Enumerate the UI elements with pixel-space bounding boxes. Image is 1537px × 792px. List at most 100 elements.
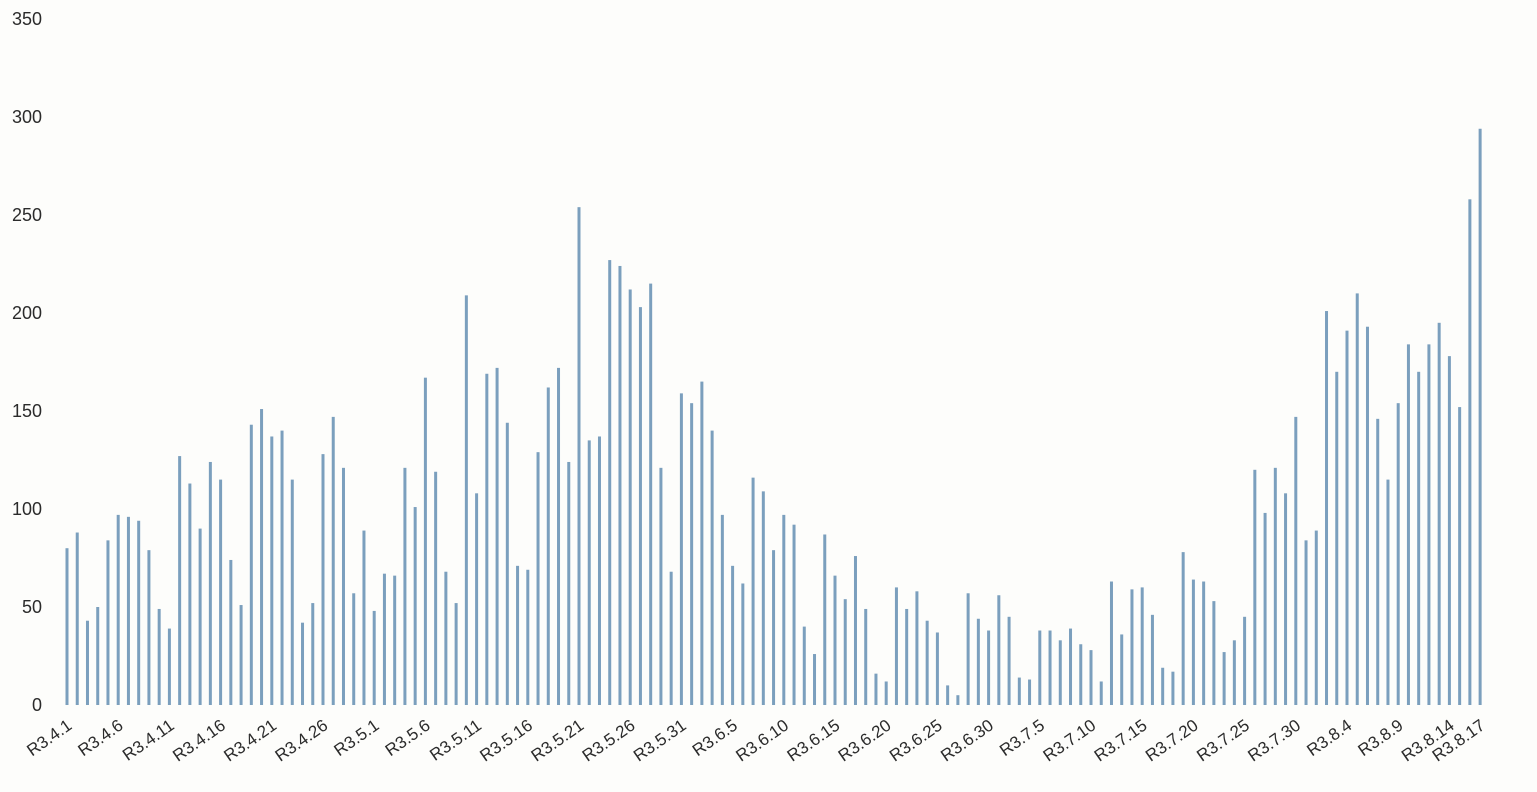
bar — [874, 673, 878, 705]
bar — [956, 695, 960, 705]
bars — [65, 128, 1482, 705]
bar — [1058, 640, 1062, 705]
x-tick-label: R3.8.9 — [1355, 716, 1407, 760]
bar — [1406, 344, 1410, 705]
bar — [505, 422, 509, 705]
bar — [659, 467, 663, 705]
bar — [1191, 579, 1195, 705]
bar — [915, 591, 919, 705]
bar — [628, 289, 632, 705]
bar — [1048, 630, 1052, 705]
bar — [280, 430, 284, 705]
bar — [925, 620, 929, 705]
bar — [341, 467, 345, 705]
bar — [1007, 616, 1011, 705]
bar — [1089, 650, 1093, 705]
bar — [1386, 479, 1390, 705]
bar — [772, 550, 776, 705]
bar — [475, 493, 479, 705]
bar — [1171, 671, 1175, 705]
bar — [1314, 530, 1318, 705]
x-tick-label: R3.7.30 — [1244, 716, 1304, 766]
bar — [301, 622, 305, 705]
bar — [1232, 640, 1236, 705]
bar — [382, 573, 386, 705]
bar — [1222, 652, 1226, 705]
bar — [464, 295, 468, 705]
bar — [557, 367, 561, 705]
y-tick-label: 200 — [12, 303, 42, 323]
bar — [1109, 581, 1113, 705]
bar — [1365, 326, 1369, 705]
x-tick-label: R3.7.25 — [1193, 716, 1253, 766]
bar — [352, 593, 356, 705]
bar — [229, 559, 233, 705]
bar — [823, 534, 827, 705]
x-tick-label: R3.6.30 — [937, 716, 997, 766]
x-tick-label: R3.5.16 — [476, 716, 536, 766]
bar — [495, 367, 499, 705]
bar — [249, 424, 253, 705]
bar — [741, 583, 745, 705]
bar — [1376, 418, 1380, 705]
bar — [751, 477, 755, 705]
bar — [700, 381, 704, 705]
bar — [669, 571, 673, 705]
bar — [1294, 416, 1298, 705]
bar — [710, 430, 714, 705]
x-tick-label: R3.7.10 — [1040, 716, 1100, 766]
x-tick-label: R3.7.5 — [996, 716, 1048, 760]
bar — [1355, 293, 1359, 705]
bar — [321, 454, 325, 705]
bar — [1447, 356, 1451, 705]
bar — [679, 393, 683, 705]
bar — [976, 618, 980, 705]
y-axis: 0 50 100 150 200 250 300 350 — [12, 9, 42, 715]
bar — [85, 620, 89, 705]
bar — [444, 571, 448, 705]
bar — [1140, 587, 1144, 705]
bar — [208, 461, 212, 705]
bar — [833, 575, 837, 705]
bar — [997, 595, 1001, 705]
bar — [813, 654, 817, 705]
x-tick-label: R3.6.10 — [732, 716, 792, 766]
bar — [884, 681, 888, 705]
y-tick-label: 300 — [12, 107, 42, 127]
bar — [1212, 601, 1216, 705]
bar — [690, 403, 694, 705]
bar — [403, 467, 407, 705]
x-tick-label: R3.5.11 — [426, 716, 485, 765]
bar — [147, 550, 151, 705]
bar — [137, 520, 141, 705]
bar — [1150, 614, 1154, 705]
bar — [75, 532, 79, 705]
x-tick-label: R3.5.1 — [331, 716, 383, 760]
bar — [393, 575, 397, 705]
bar — [782, 514, 786, 705]
x-axis: R3.4.1 R3.4.6R3.4.11R3.4.16R3.4.21R3.4.26… — [23, 716, 1488, 766]
bar — [516, 565, 520, 705]
bar — [1417, 371, 1421, 705]
bar — [864, 608, 868, 705]
bar — [157, 608, 161, 705]
bar — [290, 479, 294, 705]
bar — [1335, 371, 1339, 705]
bar — [894, 587, 898, 705]
bar — [198, 528, 202, 705]
bar — [270, 436, 274, 705]
bar — [1069, 628, 1073, 705]
bar — [597, 436, 601, 705]
bar — [260, 409, 264, 705]
bar — [731, 565, 735, 705]
bar — [1325, 311, 1329, 705]
x-tick-label: R3.4.16 — [169, 716, 229, 766]
x-tick-label: R3.7.20 — [1142, 716, 1202, 766]
bar — [423, 377, 427, 705]
x-tick-label: R3.4.1 — [23, 716, 75, 760]
x-tick-label: R3.4.11 — [119, 716, 178, 765]
x-tick-label: R3.5.26 — [579, 716, 639, 766]
bar — [1079, 644, 1083, 705]
bar — [106, 540, 110, 705]
